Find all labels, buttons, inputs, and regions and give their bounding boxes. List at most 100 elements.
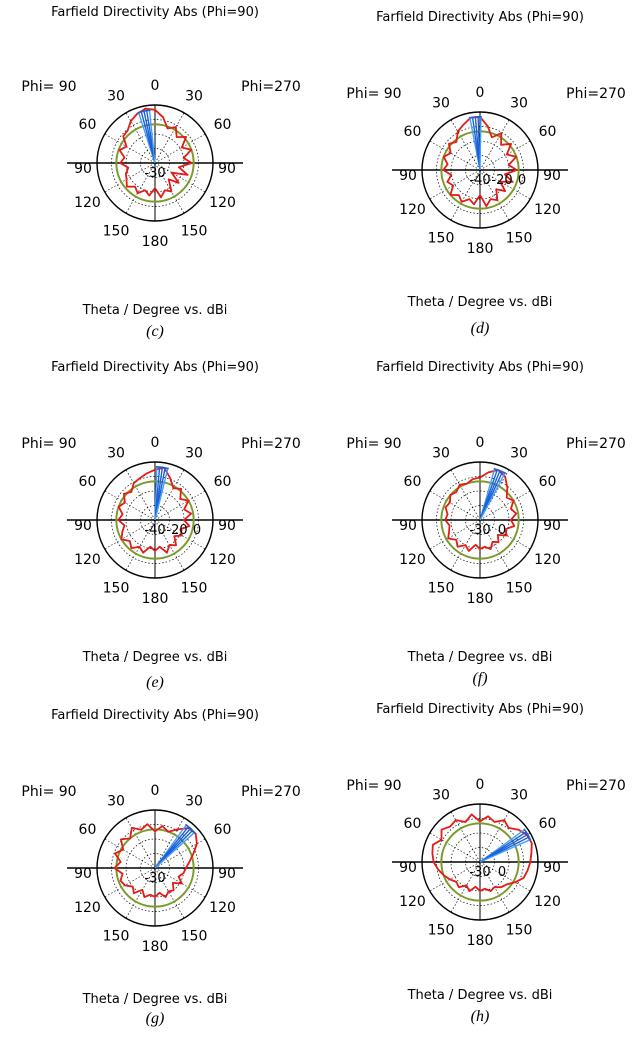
angle-tick-label: 30 — [510, 95, 528, 111]
grid-spoke — [154, 838, 206, 869]
caption: (g) — [145, 1010, 165, 1027]
angle-tick-label: 60 — [404, 474, 422, 490]
phi-right-label: Phi=270 — [566, 778, 626, 794]
reference-circle — [115, 480, 195, 560]
angle-tick-label: 150 — [103, 581, 130, 597]
grid-spoke — [125, 519, 156, 571]
grid-spoke — [429, 519, 481, 550]
angle-tick-label: 90 — [218, 518, 236, 534]
angle-tick-label: 60 — [79, 117, 97, 133]
chart-title: Farfield Directivity Abs (Phi=90) — [376, 360, 584, 375]
angle-tick-label: 150 — [181, 224, 208, 240]
grid-spoke — [450, 169, 481, 221]
radial-tick-label: -30 — [144, 166, 165, 181]
grid-spoke — [479, 119, 510, 171]
angle-tick-label: 60 — [79, 474, 97, 490]
angle-tick-label: 120 — [209, 195, 236, 211]
radiation-pattern — [118, 107, 193, 199]
phi-left-label: Phi= 90 — [21, 436, 76, 452]
angle-tick-label: 120 — [399, 202, 426, 218]
phi-right-label: Phi=270 — [566, 436, 626, 452]
grid-spoke — [125, 112, 156, 164]
reference-circle — [440, 480, 520, 560]
caption: (h) — [470, 1008, 490, 1025]
grid-spoke — [429, 169, 481, 200]
angle-tick-label: 60 — [539, 474, 557, 490]
reference-circle — [115, 828, 195, 908]
grid-spoke — [479, 519, 510, 571]
angle-tick-label: 180 — [467, 241, 494, 257]
angle-tick-label: 30 — [432, 95, 450, 111]
angle-tick-label: 90 — [218, 161, 236, 177]
angle-tick-label: 120 — [74, 900, 101, 916]
grid-spoke — [125, 817, 156, 869]
grid-spoke — [450, 811, 481, 863]
angle-tick-label: 0 — [476, 85, 485, 101]
chart-title: Farfield Directivity Abs (Phi=90) — [51, 360, 259, 375]
angle-tick-label: 30 — [432, 787, 450, 803]
angle-tick-label: 30 — [185, 793, 203, 809]
main-lobe-arc — [137, 109, 151, 114]
radial-tick-label: -20 — [491, 173, 512, 188]
main-lobe-line — [479, 838, 531, 863]
grid-spoke — [429, 861, 481, 892]
x-axis-label: Theta / Degree vs. dBi — [407, 295, 553, 310]
angle-tick-label: 30 — [107, 88, 125, 104]
angle-tick-label: 0 — [476, 777, 485, 793]
phi-left-label: Phi= 90 — [21, 784, 76, 800]
grid-spoke — [154, 162, 185, 214]
angle-tick-label: 0 — [151, 435, 160, 451]
angle-tick-label: 90 — [399, 860, 417, 876]
grid-spoke — [479, 490, 531, 521]
main-lobe-line — [479, 472, 506, 521]
main-lobe-arc — [468, 116, 482, 119]
phi-left-label: Phi= 90 — [21, 79, 76, 95]
angle-tick-label: 120 — [534, 894, 561, 910]
angle-tick-label: 90 — [74, 866, 92, 882]
main-lobe-arc — [523, 828, 532, 841]
angle-tick-label: 60 — [539, 816, 557, 832]
grid-spoke — [104, 867, 156, 898]
radiation-pattern — [442, 115, 518, 208]
caption: (f) — [472, 670, 488, 687]
angle-tick-label: 120 — [534, 552, 561, 568]
radial-tick-label: 0 — [518, 173, 526, 188]
reference-circle — [440, 822, 520, 902]
x-axis-label: Theta / Degree vs. dBi — [82, 303, 228, 318]
main-lobe-arc — [155, 466, 169, 470]
angle-tick-label: 30 — [107, 445, 125, 461]
angle-tick-label: 30 — [107, 793, 125, 809]
phi-right-label: Phi=270 — [241, 79, 301, 95]
grid-spoke — [479, 169, 510, 221]
main-lobe-line — [154, 831, 195, 869]
grid-spoke — [125, 867, 156, 919]
angle-tick-label: 60 — [404, 816, 422, 832]
angle-tick-label: 90 — [399, 168, 417, 184]
panel-e: Farfield Directivity Abs (Phi=90) 0 30 60 9… — [5, 360, 305, 705]
panel-h: Farfield Directivity Abs (Phi=90) 0 30 60 9… — [330, 702, 630, 1047]
angle-tick-label: 150 — [181, 929, 208, 945]
radial-tick-label: -30 — [144, 871, 165, 886]
angle-tick-label: 30 — [185, 88, 203, 104]
grid-spoke — [154, 162, 206, 193]
chart-title: Farfield Directivity Abs (Phi=90) — [376, 702, 584, 717]
radial-tick-label: 0 — [498, 523, 506, 538]
angle-tick-label: 90 — [74, 518, 92, 534]
grid-spoke — [154, 469, 185, 521]
angle-tick-label: 150 — [428, 923, 455, 939]
x-axis-label: Theta / Degree vs. dBi — [407, 650, 553, 665]
main-lobe-arc — [493, 467, 507, 475]
radial-tick-label: -30 — [469, 865, 490, 880]
panel-d: Farfield Directivity Abs (Phi=90) 0 30 60 9… — [330, 10, 630, 355]
angle-tick-label: 30 — [510, 787, 528, 803]
angle-tick-label: 30 — [510, 445, 528, 461]
grid-spoke — [479, 140, 531, 171]
grid-spoke — [479, 169, 531, 200]
grid-spoke — [154, 519, 206, 550]
radial-tick-label: -40 — [144, 523, 165, 538]
